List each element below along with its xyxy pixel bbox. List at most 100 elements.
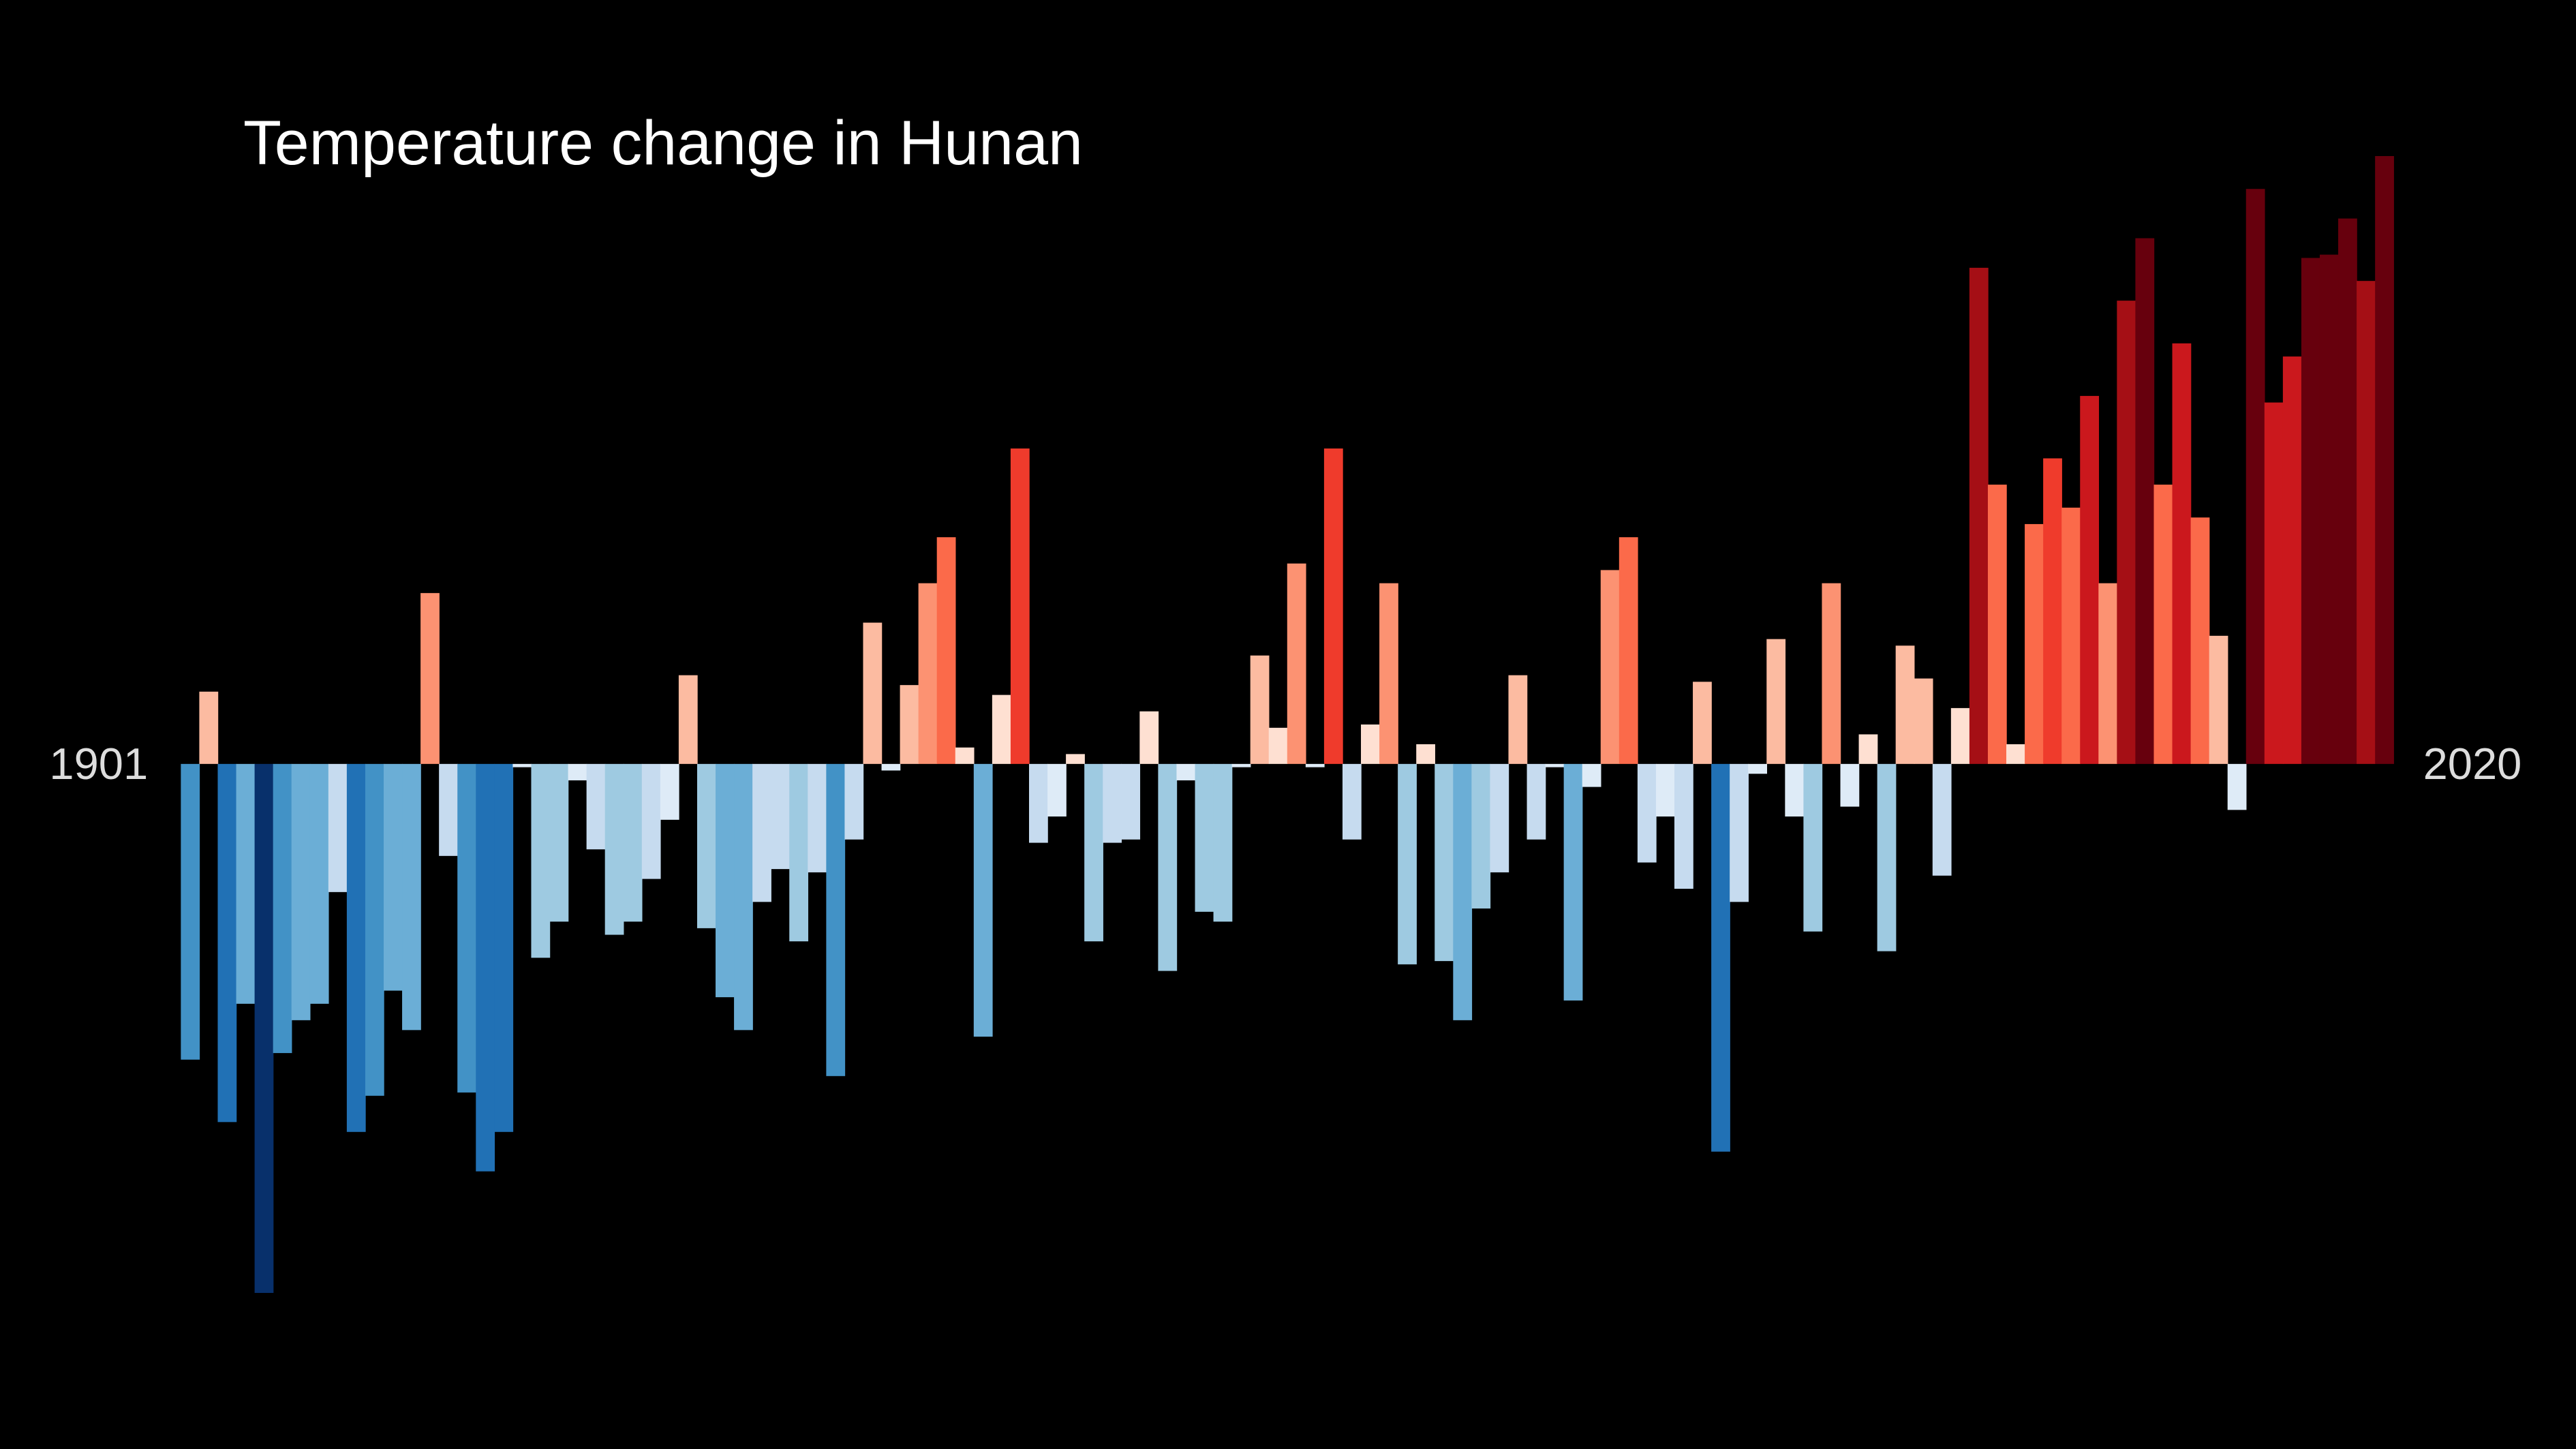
bar [309, 763, 329, 1004]
bar [1674, 763, 1693, 889]
bar [2172, 343, 2192, 764]
bar [1858, 734, 1878, 764]
bar [1342, 763, 1362, 840]
bar [1158, 763, 1178, 971]
bar [531, 763, 551, 958]
bar [2227, 763, 2247, 810]
bar [1748, 763, 1768, 774]
bar [420, 593, 440, 764]
bar [1268, 727, 1288, 764]
bar [1527, 763, 1546, 840]
bar [586, 763, 606, 850]
bar [1545, 763, 1565, 767]
bar [1250, 655, 1270, 764]
bar [1398, 763, 1417, 964]
bar [660, 763, 679, 820]
bar [273, 763, 292, 1054]
bar [752, 763, 771, 902]
bar [1508, 675, 1528, 764]
bar [1121, 763, 1141, 840]
bar [1969, 267, 1989, 764]
bar [2282, 356, 2302, 764]
bar [1379, 583, 1398, 764]
bar [808, 763, 827, 872]
bar [1637, 763, 1657, 863]
bar [494, 763, 514, 1132]
bar [1490, 763, 1509, 872]
bar [1287, 563, 1306, 764]
bar [1693, 682, 1712, 764]
bar [2025, 523, 2044, 764]
bar [2153, 485, 2173, 764]
bar [936, 537, 956, 764]
bar [2117, 301, 2136, 764]
bar [1213, 763, 1233, 922]
bar [1028, 763, 1048, 843]
bar [641, 763, 661, 879]
bar [1453, 763, 1473, 1020]
bar [1066, 754, 1085, 764]
bar [217, 763, 237, 1123]
bar [1103, 763, 1122, 843]
bar [2264, 402, 2284, 764]
bar [457, 763, 477, 1093]
bar [844, 763, 864, 840]
bar [955, 747, 975, 764]
bar [734, 763, 753, 1031]
bar [1010, 448, 1030, 764]
bar [2357, 281, 2376, 764]
bar [2135, 238, 2155, 764]
bar [291, 763, 311, 1020]
bar [1803, 763, 1823, 932]
bar [1766, 639, 1786, 764]
bar [236, 763, 256, 1004]
bar [2375, 155, 2394, 764]
bar [1600, 570, 1620, 764]
bar [2338, 218, 2357, 764]
bar [678, 675, 698, 764]
bar [2209, 635, 2228, 764]
bar [2098, 583, 2118, 764]
bar [2006, 744, 2025, 764]
bar [789, 763, 809, 942]
bar [254, 763, 274, 1294]
bar [476, 763, 495, 1172]
bar [1176, 763, 1196, 780]
bar [1730, 763, 1749, 902]
bar [2190, 517, 2210, 764]
bar [2301, 258, 2320, 764]
bar [1822, 583, 1841, 764]
bar [402, 763, 421, 1031]
bar [1619, 537, 1638, 764]
bar [1305, 763, 1325, 767]
bar [1047, 763, 1067, 817]
bar [1877, 763, 1897, 951]
bar [365, 763, 384, 1096]
bar [992, 695, 1011, 764]
bar [716, 763, 735, 998]
bar [918, 583, 938, 764]
bar [1323, 448, 1343, 764]
chart-title: Temperature change in Hunan [243, 108, 1083, 178]
x-tick-label: 2020 [2423, 739, 2522, 789]
bar [2245, 189, 2265, 764]
bar [1563, 763, 1583, 1001]
bar [1471, 763, 1491, 909]
bar [181, 763, 200, 1060]
bar [1195, 763, 1214, 912]
bar [623, 763, 643, 922]
bar [512, 763, 532, 767]
bar [2043, 458, 2062, 764]
bar [199, 691, 219, 764]
bar [2080, 395, 2100, 764]
bar [346, 763, 366, 1132]
bar [1711, 763, 1730, 1152]
bar [1139, 711, 1159, 764]
bar [1987, 485, 2007, 764]
bar [1895, 645, 1915, 764]
bar [1582, 763, 1601, 787]
bar [826, 763, 846, 1076]
bar [1416, 744, 1435, 764]
